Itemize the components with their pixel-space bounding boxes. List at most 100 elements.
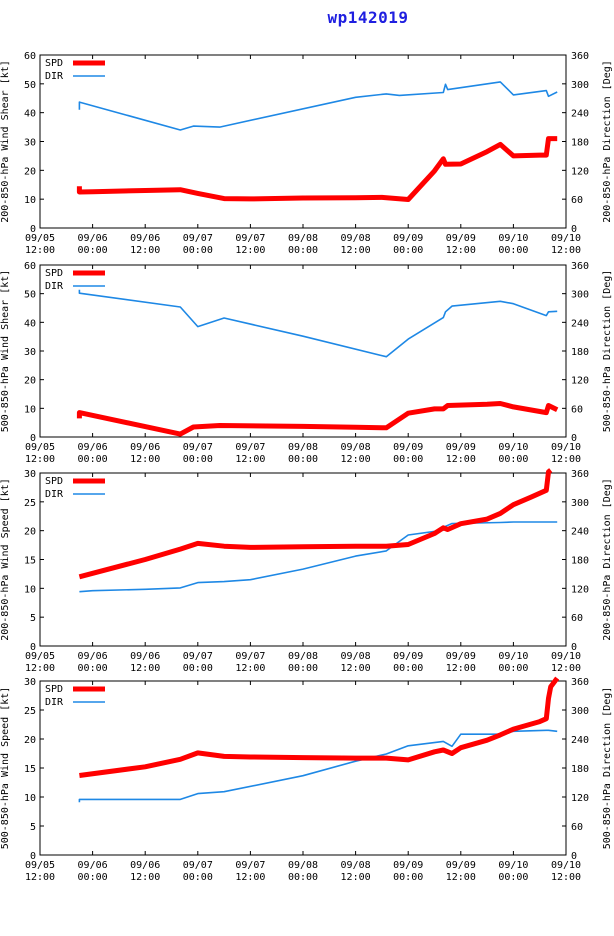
x-tick-label-date: 09/08 (288, 233, 318, 244)
x-tick-label-date: 09/10 (498, 651, 528, 662)
y-left-tick-label: 60 (24, 261, 36, 272)
x-tick-label-time: 12:00 (341, 663, 371, 674)
x-tick-label-time: 00:00 (393, 663, 423, 674)
y-left-tick-label: 30 (24, 469, 36, 480)
x-tick-label-date: 09/06 (78, 651, 108, 662)
x-tick-label-date: 09/10 (551, 233, 581, 244)
y-left-tick-label: 0 (30, 851, 36, 862)
x-tick-label-time: 00:00 (183, 245, 213, 256)
x-tick-label-date: 09/07 (235, 860, 265, 871)
y-left-tick-label: 15 (24, 764, 36, 775)
x-tick-label-time: 12:00 (25, 245, 55, 256)
x-tick-label-time: 12:00 (551, 663, 581, 674)
x-tick-label-time: 12:00 (25, 872, 55, 883)
y-right-tick-label: 240 (571, 318, 589, 329)
x-tick-label-time: 00:00 (288, 245, 318, 256)
x-tick-label-time: 12:00 (130, 663, 160, 674)
series-line-dir (78, 729, 558, 803)
y-left-tick-label: 50 (24, 290, 36, 301)
y-right-tick-label: 0 (571, 433, 577, 444)
x-tick-label-time: 00:00 (78, 454, 108, 465)
x-tick-label-time: 00:00 (183, 872, 213, 883)
x-tick-label-time: 00:00 (498, 245, 528, 256)
y-right-tick-label: 60 (571, 822, 583, 833)
x-tick-label-time: 00:00 (393, 245, 423, 256)
x-tick-label-time: 00:00 (498, 872, 528, 883)
y-right-tick-label: 360 (571, 261, 589, 272)
x-tick-label-time: 12:00 (235, 872, 265, 883)
y-right-tick-label: 240 (571, 109, 589, 120)
x-tick-label-date: 09/05 (25, 651, 55, 662)
y-axis-label-right: 500-850-hPa Direction [Deg] (602, 687, 613, 850)
x-tick-label-date: 09/05 (25, 442, 55, 453)
y-left-tick-label: 0 (30, 642, 36, 653)
series-line-spd (78, 468, 553, 580)
x-tick-label-date: 09/05 (25, 860, 55, 871)
x-tick-label-time: 12:00 (446, 872, 476, 883)
y-right-tick-label: 60 (571, 404, 583, 415)
x-tick-label-time: 12:00 (235, 245, 265, 256)
plot-frame (39, 54, 567, 229)
x-tick-label-time: 12:00 (341, 245, 371, 256)
y-right-tick-label: 0 (571, 642, 577, 653)
legend-label-dir: DIR (45, 71, 64, 82)
y-right-tick-label: 360 (571, 469, 589, 480)
series-line-spd (76, 401, 559, 437)
y-left-tick-label: 30 (24, 677, 36, 688)
x-tick-label-date: 09/07 (183, 442, 213, 453)
y-axis-label-left: 200-850-hPa Wind Shear [kt] (0, 60, 11, 223)
x-tick-label-date: 09/05 (25, 233, 55, 244)
y-right-tick-label: 120 (571, 376, 589, 387)
y-left-tick-label: 20 (24, 166, 36, 177)
x-tick-label-date: 09/09 (446, 233, 476, 244)
x-tick-label-date: 09/09 (446, 442, 476, 453)
y-left-tick-label: 40 (24, 318, 36, 329)
x-tick-label-date: 09/06 (130, 233, 160, 244)
x-tick-label-date: 09/10 (498, 860, 528, 871)
x-tick-label-time: 12:00 (25, 663, 55, 674)
x-tick-label-time: 00:00 (288, 454, 318, 465)
x-tick-label-date: 09/10 (498, 442, 528, 453)
y-right-tick-label: 360 (571, 51, 589, 62)
x-tick-label-time: 00:00 (78, 663, 108, 674)
y-right-tick-label: 60 (571, 613, 583, 624)
y-right-tick-label: 180 (571, 764, 589, 775)
x-tick-label-date: 09/07 (235, 233, 265, 244)
x-tick-label-date: 09/08 (288, 651, 318, 662)
x-tick-label-time: 00:00 (288, 663, 318, 674)
legend-label-spd: SPD (45, 58, 63, 69)
x-tick-label-time: 00:00 (498, 663, 528, 674)
y-left-tick-label: 25 (24, 498, 36, 509)
page-title: wp142019 (327, 8, 409, 27)
y-left-tick-label: 10 (24, 584, 36, 595)
y-right-tick-label: 180 (571, 556, 589, 567)
y-left-tick-label: 10 (24, 195, 36, 206)
x-tick-label-date: 09/08 (341, 442, 371, 453)
y-right-tick-label: 180 (571, 347, 589, 358)
x-tick-label-date: 09/07 (235, 442, 265, 453)
y-left-tick-label: 20 (24, 735, 36, 746)
x-tick-label-time: 12:00 (551, 872, 581, 883)
y-axis-label-left: 200-850-hPa Wind Speed [kt] (0, 478, 11, 641)
y-axis-label-left: 500-850-hPa Wind Shear [kt] (0, 270, 11, 433)
legend-label-dir: DIR (45, 281, 64, 292)
y-left-tick-label: 5 (30, 822, 36, 833)
y-right-tick-label: 240 (571, 735, 589, 746)
y-left-tick-label: 20 (24, 376, 36, 387)
x-tick-label-date: 09/07 (235, 651, 265, 662)
x-tick-label-time: 00:00 (288, 872, 318, 883)
y-right-tick-label: 0 (571, 851, 577, 862)
x-tick-label-time: 12:00 (446, 663, 476, 674)
y-left-tick-label: 40 (24, 109, 36, 120)
x-tick-label-time: 12:00 (235, 663, 265, 674)
x-tick-label-date: 09/06 (130, 860, 160, 871)
x-tick-label-date: 09/07 (183, 233, 213, 244)
y-axis-label-left: 500-850-hPa Wind Speed [kt] (0, 687, 11, 850)
chart-1: 09/0512:0009/0600:0009/0612:0009/0700:00… (0, 51, 613, 256)
legend-label-dir: DIR (45, 697, 64, 708)
chart-4: 09/0512:0009/0600:0009/0612:0009/0700:00… (0, 676, 613, 883)
x-tick-label-date: 09/08 (341, 860, 371, 871)
y-left-tick-label: 30 (24, 138, 36, 149)
x-tick-label-time: 12:00 (446, 454, 476, 465)
y-right-tick-label: 300 (571, 498, 589, 509)
